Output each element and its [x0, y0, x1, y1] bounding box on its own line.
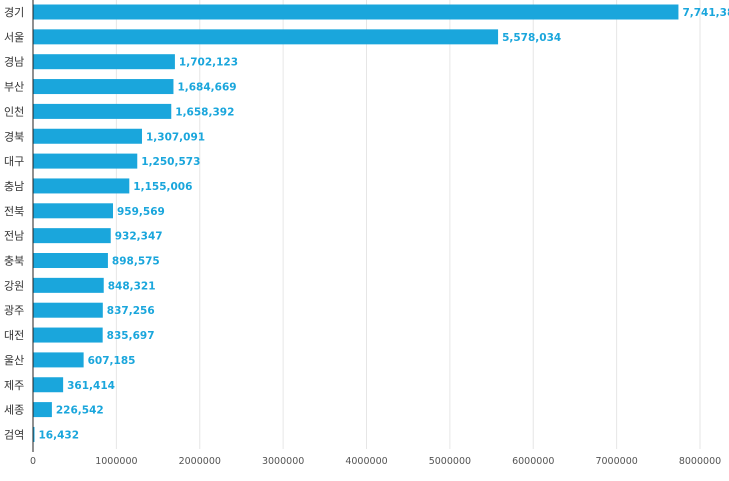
data-label: 16,432	[39, 429, 80, 441]
category-label: 충북	[4, 255, 24, 268]
bar	[33, 178, 130, 194]
x-tick-label: 7000000	[595, 456, 637, 467]
bar	[33, 153, 138, 169]
x-axis-ticks: 0 1000000 2000000 3000000 4000000 5000000 6000…	[30, 456, 721, 467]
category-label: 경북	[4, 130, 24, 143]
data-label: 837,256	[107, 305, 155, 317]
category-label: 검역	[4, 428, 24, 441]
category-label: 서울	[4, 31, 24, 44]
bar	[33, 253, 108, 268]
value-labels: 7,741,381 5,578,034 1,702,123 1,684,669 1,65…	[39, 7, 729, 441]
data-label: 361,414	[67, 380, 115, 392]
gridlines	[115, 0, 701, 449]
bar	[33, 377, 64, 393]
bar	[33, 327, 103, 343]
x-tick-label: 8000000	[679, 456, 721, 467]
category-label: 경남	[4, 56, 24, 69]
bar	[33, 54, 175, 70]
bar	[33, 128, 142, 144]
data-label: 959,569	[117, 206, 165, 218]
bar	[33, 103, 172, 119]
x-tick-label: 2000000	[179, 456, 221, 467]
data-label: 1,250,573	[141, 156, 200, 168]
bar	[33, 352, 84, 368]
data-label: 1,684,669	[177, 82, 236, 94]
data-label: 5,578,034	[502, 32, 561, 44]
x-tick-label: 5000000	[429, 456, 471, 467]
data-label: 1,155,006	[133, 181, 192, 193]
data-label: 7,741,381	[682, 7, 729, 19]
x-tick-label: 0	[30, 456, 36, 467]
bar	[33, 228, 111, 244]
data-label: 898,575	[112, 256, 160, 268]
data-label: 932,347	[115, 231, 163, 243]
category-label: 대구	[4, 155, 24, 168]
bar	[33, 203, 114, 219]
category-label: 전북	[4, 205, 24, 218]
bar	[33, 79, 174, 95]
x-tick-label: 4000000	[345, 456, 387, 467]
bar	[33, 402, 52, 418]
x-tick-label: 3000000	[262, 456, 304, 467]
data-label: 1,658,392	[175, 106, 234, 118]
category-label: 경기	[4, 6, 24, 19]
category-label: 전남	[4, 230, 24, 243]
bar	[33, 426, 35, 442]
category-label: 충남	[4, 180, 24, 193]
data-label: 848,321	[108, 280, 156, 292]
bars	[33, 4, 679, 442]
category-label: 제주	[4, 379, 24, 392]
category-label: 광주	[4, 304, 24, 317]
data-label: 607,185	[88, 355, 136, 367]
bar	[33, 29, 499, 45]
bar	[33, 4, 679, 20]
x-tick-label: 1000000	[95, 456, 137, 467]
data-label: 1,702,123	[179, 57, 238, 69]
category-label: 울산	[4, 354, 24, 367]
data-label: 1,307,091	[146, 131, 205, 143]
category-label: 세종	[4, 404, 24, 417]
data-label: 835,697	[107, 330, 155, 342]
category-label: 인천	[4, 104, 24, 118]
x-tick-label: 6000000	[512, 456, 554, 467]
data-label: 226,542	[56, 405, 104, 417]
bar	[33, 302, 103, 318]
bar	[33, 277, 104, 293]
category-label: 대전	[4, 329, 24, 342]
category-label: 강원	[4, 279, 24, 292]
category-label: 부산	[4, 81, 24, 94]
